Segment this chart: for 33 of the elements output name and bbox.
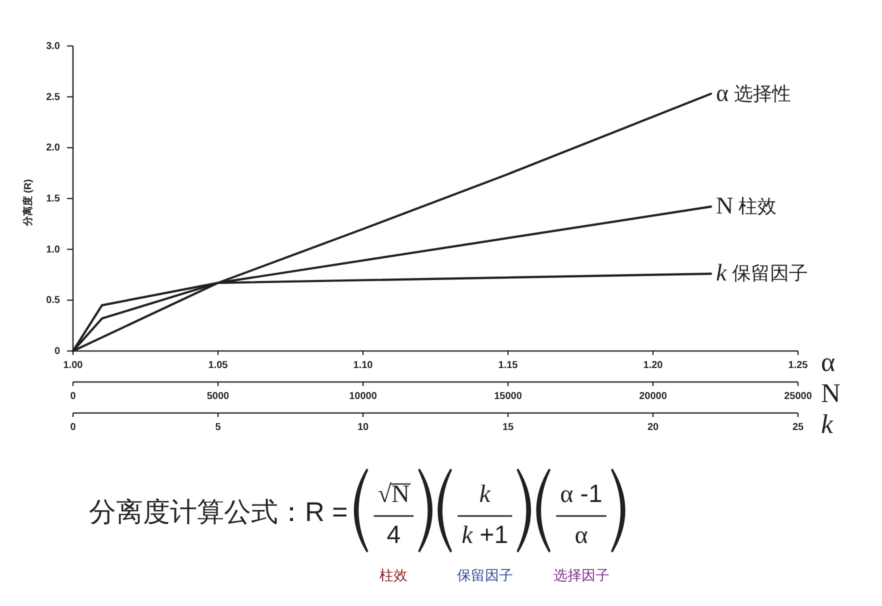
x2-tick-label: 0 (70, 390, 76, 402)
series-label: k 保留因子 (716, 260, 808, 287)
x2-axis-title: N (821, 378, 840, 408)
text: 20 (647, 422, 659, 432)
x2-tick-label: 20000 (639, 390, 668, 402)
text: 0 (70, 422, 76, 432)
x2-tick-label: 5000 (206, 390, 230, 402)
y-tick-label: 0.5 (46, 294, 60, 306)
text: 5 (215, 422, 221, 432)
x-axis-title: α (821, 347, 836, 377)
y-tick-label: 1.5 (46, 193, 60, 204)
x2-tick-label: 25000 (784, 390, 812, 402)
y-tick-label: 3.0 (46, 40, 60, 52)
text: 25 (792, 422, 804, 432)
text: 15 (502, 422, 514, 432)
x-tick-label: 1.05 (208, 360, 228, 370)
y-tick-label: 0 (54, 346, 60, 356)
formula: 分离度计算公式：R = √N 4 柱效 k k +1 保留因子 α -1 α 选择因子 (89, 468, 626, 583)
x2-tick-label: 15000 (494, 390, 522, 402)
y-tick-label: 1.0 (46, 244, 60, 255)
y-axis-title: 分离度 (R) (22, 179, 34, 227)
series-label: N 柱效 (716, 194, 777, 220)
series-label: α 选择性 (716, 80, 791, 107)
text: 10 (357, 422, 369, 432)
x-tick-label: 1.00 (63, 360, 84, 370)
y-tick-label: 2.0 (46, 142, 60, 154)
x2-tick-label: 10000 (349, 390, 378, 402)
x-tick-label: 1.10 (353, 360, 374, 370)
x-tick-label: 1.25 (788, 360, 808, 370)
text: k (821, 409, 833, 439)
x-tick-label: 1.20 (643, 360, 664, 370)
y-tick-label: 2.5 (46, 91, 60, 102)
x-tick-label: 1.15 (498, 360, 518, 370)
